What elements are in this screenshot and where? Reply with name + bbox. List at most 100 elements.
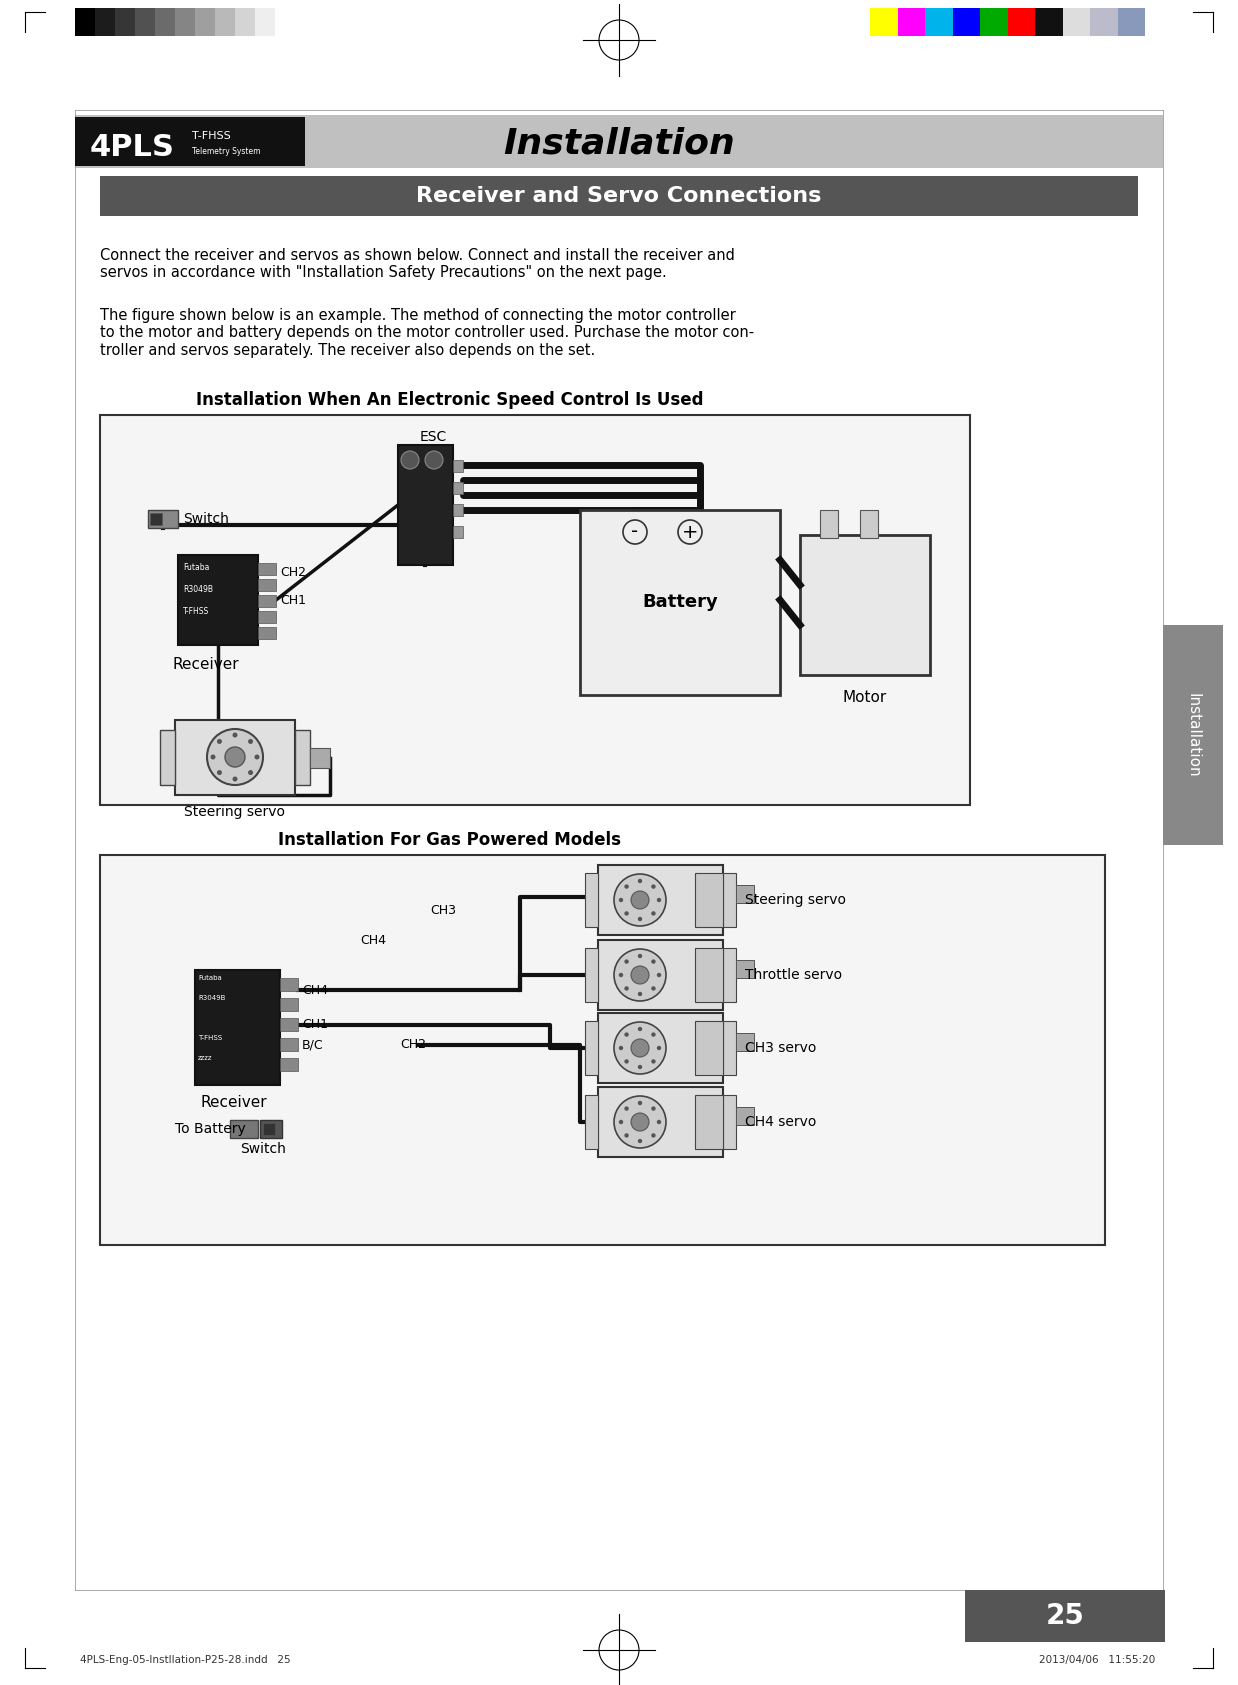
Bar <box>280 1058 298 1072</box>
Text: Receiver: Receiver <box>173 657 240 672</box>
Circle shape <box>651 1033 656 1036</box>
Bar <box>1089 8 1118 35</box>
Bar <box>280 998 298 1011</box>
Bar <box>723 1095 737 1149</box>
Text: CH2: CH2 <box>280 566 306 580</box>
Bar <box>723 949 737 1003</box>
Bar <box>230 1121 258 1137</box>
Circle shape <box>651 885 656 888</box>
Bar <box>196 8 215 35</box>
Text: T-FHSS: T-FHSS <box>192 131 230 142</box>
Bar <box>579 511 780 694</box>
Circle shape <box>614 1023 666 1073</box>
Bar <box>135 8 155 35</box>
Circle shape <box>638 1100 643 1105</box>
Text: Installation For Gas Powered Models: Installation For Gas Powered Models <box>279 831 621 849</box>
Text: zzzz: zzzz <box>198 1055 213 1062</box>
Bar <box>737 1107 754 1126</box>
Bar <box>980 8 1008 35</box>
Bar <box>258 627 276 639</box>
Bar <box>255 8 275 35</box>
Circle shape <box>638 1065 643 1070</box>
Bar <box>695 949 723 1003</box>
Circle shape <box>207 730 262 785</box>
Text: +: + <box>682 522 698 541</box>
Text: CH2: CH2 <box>400 1038 426 1051</box>
Bar <box>175 8 196 35</box>
Circle shape <box>631 891 649 908</box>
Circle shape <box>651 959 656 964</box>
Text: CH4: CH4 <box>360 933 386 947</box>
Circle shape <box>248 770 253 775</box>
Bar <box>1035 8 1062 35</box>
Bar <box>76 8 95 35</box>
Circle shape <box>638 1139 643 1142</box>
Bar <box>100 415 971 805</box>
Circle shape <box>614 1095 666 1147</box>
Text: T-FHSS: T-FHSS <box>198 1035 222 1041</box>
Text: CH1: CH1 <box>280 593 306 607</box>
Text: Steering servo: Steering servo <box>745 893 846 907</box>
Text: Throttle servo: Throttle servo <box>745 967 842 982</box>
Bar <box>160 730 175 785</box>
Bar <box>737 960 754 977</box>
Circle shape <box>624 959 629 964</box>
Text: Battery: Battery <box>643 593 718 612</box>
Bar <box>95 8 115 35</box>
Text: CH3 servo: CH3 servo <box>745 1041 816 1055</box>
Text: Installation When An Electronic Speed Control Is Used: Installation When An Electronic Speed Co… <box>197 391 703 409</box>
Text: B/C: B/C <box>302 1038 323 1051</box>
Text: R3049B: R3049B <box>198 996 225 1001</box>
Bar <box>1008 8 1035 35</box>
Circle shape <box>638 992 643 996</box>
Bar <box>598 940 723 1009</box>
Text: Motor: Motor <box>843 689 888 704</box>
Bar <box>260 1121 282 1137</box>
Circle shape <box>624 885 629 888</box>
Bar <box>586 873 598 927</box>
Circle shape <box>657 1046 661 1050</box>
Bar <box>820 511 838 538</box>
Bar <box>150 512 162 526</box>
Text: T-FHSS: T-FHSS <box>183 607 209 617</box>
Bar <box>235 8 255 35</box>
Text: Switch: Switch <box>240 1142 286 1156</box>
Bar <box>860 511 878 538</box>
Circle shape <box>233 777 238 782</box>
Bar <box>155 8 175 35</box>
Circle shape <box>624 1107 629 1110</box>
Circle shape <box>624 1134 629 1137</box>
Circle shape <box>657 972 661 977</box>
Bar <box>586 949 598 1003</box>
Circle shape <box>248 740 253 745</box>
Text: 4PLS-Eng-05-Instllation-P25-28.indd   25: 4PLS-Eng-05-Instllation-P25-28.indd 25 <box>80 1655 291 1665</box>
Bar <box>453 526 463 538</box>
Circle shape <box>631 1040 649 1056</box>
Bar <box>586 1021 598 1075</box>
Circle shape <box>624 912 629 915</box>
Text: The figure shown below is an example. The method of connecting the motor control: The figure shown below is an example. Th… <box>100 308 754 357</box>
Text: 25: 25 <box>1046 1602 1084 1629</box>
Circle shape <box>614 875 666 927</box>
Bar <box>695 1021 723 1075</box>
Text: Installation: Installation <box>1186 693 1201 777</box>
Circle shape <box>657 1121 661 1124</box>
Circle shape <box>217 770 222 775</box>
Circle shape <box>619 1046 623 1050</box>
Circle shape <box>619 898 623 901</box>
Bar <box>280 1018 298 1031</box>
Bar <box>453 460 463 472</box>
Circle shape <box>217 740 222 745</box>
Circle shape <box>631 966 649 984</box>
Bar <box>737 885 754 903</box>
Text: Installation: Installation <box>503 126 735 160</box>
Text: Connect the receiver and servos as shown below. Connect and install the receiver: Connect the receiver and servos as shown… <box>100 248 735 280</box>
Bar <box>397 445 453 564</box>
Text: ESC: ESC <box>420 430 447 445</box>
Bar <box>76 115 1162 168</box>
Text: R3049B: R3049B <box>183 585 213 595</box>
Text: -: - <box>631 522 639 541</box>
Bar <box>280 977 298 991</box>
Circle shape <box>425 452 443 468</box>
Bar <box>310 748 331 768</box>
